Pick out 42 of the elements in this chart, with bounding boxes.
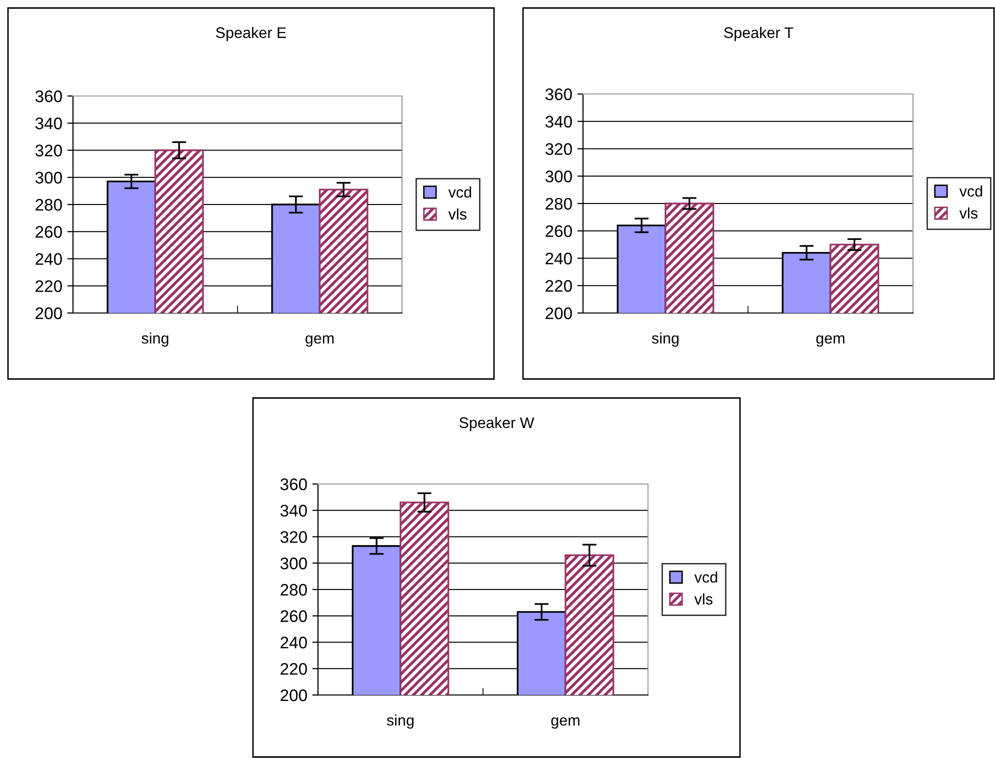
y-tick-label: 260: [36, 226, 62, 238]
y-tick-label: 200: [546, 307, 572, 320]
y-tick-label: 360: [545, 88, 572, 100]
y-tick-label: 220: [546, 280, 572, 292]
y-tick-label: 220: [280, 663, 307, 675]
y-tick-label: 300: [280, 558, 307, 570]
y-tick-label: 220: [36, 280, 62, 292]
y-tick-label: 280: [280, 584, 307, 596]
y-tick-label: 340: [35, 118, 62, 130]
y-tick-label: 300: [545, 170, 572, 182]
y-tick-label: 260: [546, 225, 572, 238]
legend-label: vcd: [694, 571, 718, 583]
legend-label: vcd: [448, 186, 472, 198]
y-tick-label: 260: [280, 610, 307, 622]
y-tick-label: 360: [280, 478, 307, 490]
x-tick-label: sing: [652, 332, 679, 347]
y-tick-label: 240: [280, 636, 307, 648]
y-tick-label: 360: [35, 90, 62, 102]
y-tick-label: 240: [546, 252, 572, 264]
x-tick-label: gem: [306, 335, 334, 347]
x-tick-label: gem: [551, 717, 580, 729]
y-tick-label: 320: [545, 143, 572, 155]
y-tick-label: 200: [36, 307, 62, 320]
x-tick-label: sing: [386, 714, 414, 729]
legend-label: vls: [448, 208, 466, 220]
y-tick-label: 340: [280, 504, 307, 517]
y-tick-label: 200: [280, 689, 307, 702]
y-tick-label: 300: [35, 172, 62, 184]
y-tick-label: 340: [545, 116, 572, 128]
chart-title: Speaker W: [459, 416, 534, 432]
y-tick-label: 240: [36, 253, 62, 265]
x-tick-label: gem: [816, 335, 844, 347]
y-tick-label: 280: [36, 198, 62, 211]
y-tick-label: 320: [280, 531, 307, 543]
y-tick-label: 320: [35, 144, 62, 156]
legend-label: vcd: [959, 185, 982, 197]
y-tick-label: 280: [546, 198, 572, 210]
legend-label: vls: [694, 593, 712, 605]
legend-label: vls: [959, 207, 978, 219]
chart-title: Speaker T: [724, 26, 794, 42]
x-tick-label: sing: [142, 332, 168, 347]
chart-title: Speaker E: [216, 26, 286, 42]
